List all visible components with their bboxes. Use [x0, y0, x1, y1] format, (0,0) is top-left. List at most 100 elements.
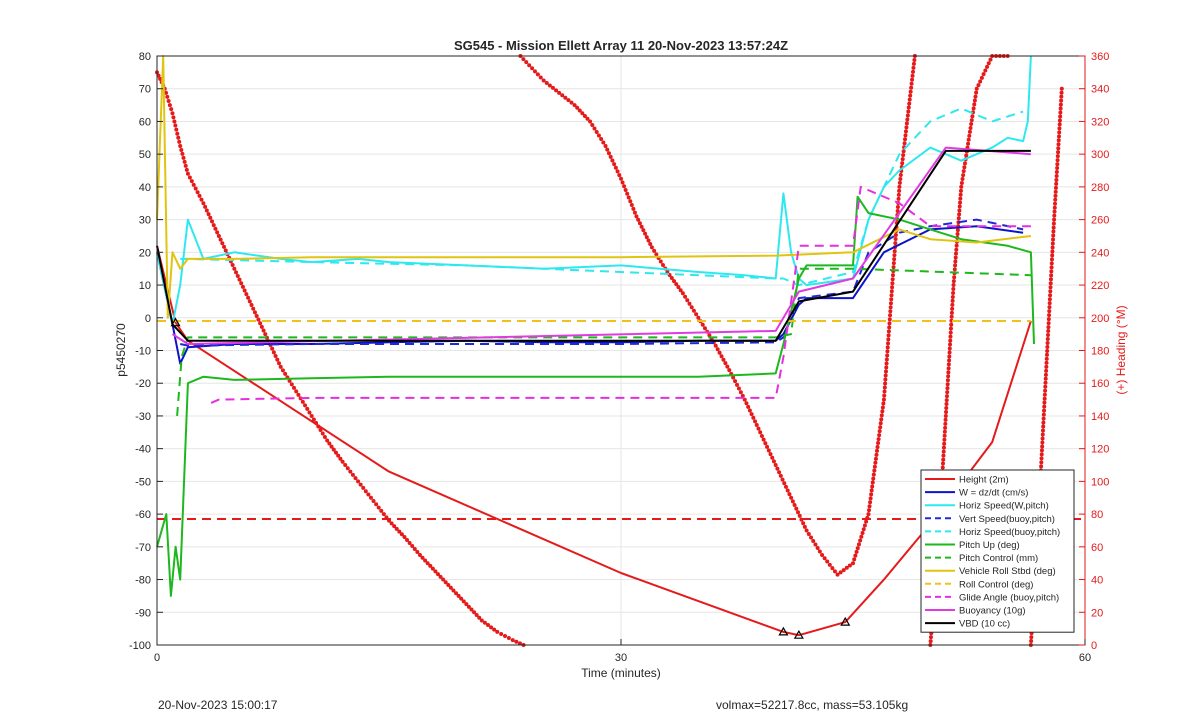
heading-point [943, 417, 948, 422]
heading-point [1047, 297, 1052, 302]
heading-point [381, 512, 386, 517]
heading-point [901, 149, 906, 154]
heading-point [822, 556, 827, 561]
heading-point [886, 333, 891, 338]
heading-point [958, 196, 963, 201]
heading-point [832, 569, 837, 574]
heading-point [1047, 305, 1052, 310]
heading-point [895, 204, 900, 209]
heading-point [783, 484, 788, 489]
heading-point [903, 133, 908, 138]
heading-point [596, 133, 601, 138]
y-tick-label-right: 80 [1091, 509, 1103, 521]
heading-point [901, 153, 906, 158]
legend-label: Roll Control (deg) [959, 579, 1033, 590]
heading-point [928, 635, 933, 640]
heading-point [1052, 217, 1057, 222]
heading-point [1049, 261, 1054, 266]
heading-point [296, 392, 301, 397]
y-axis-label-left: p5450270 [114, 323, 128, 377]
heading-point [885, 353, 890, 358]
heading-point [329, 444, 334, 449]
heading-point [1059, 98, 1064, 103]
heading-point [680, 291, 685, 296]
heading-point [910, 69, 915, 74]
heading-point [943, 413, 948, 418]
heading-point [216, 233, 221, 238]
heading-point [320, 431, 325, 436]
series-line-3 [179, 218, 1024, 347]
y-tick-label-left: -50 [135, 476, 151, 488]
heading-point [905, 117, 910, 122]
heading-point [331, 447, 336, 452]
heading-point [861, 527, 866, 532]
heading-point [461, 599, 466, 604]
heading-point [872, 464, 877, 469]
heading-point [1051, 237, 1056, 242]
triangle-marker [840, 616, 851, 626]
heading-point [696, 315, 701, 320]
heading-point [261, 328, 266, 333]
x-tick-label: 30 [615, 652, 627, 664]
heading-point [278, 364, 283, 369]
heading-point [1041, 416, 1046, 421]
heading-point [871, 476, 876, 481]
heading-point [678, 288, 683, 293]
y-ticks-left: -100-90-80-70-60-50-40-30-20-10010203040… [129, 51, 163, 652]
heading-point [464, 602, 469, 607]
heading-point [1044, 356, 1049, 361]
heading-point [1046, 329, 1051, 334]
heading-point [371, 499, 376, 504]
heading-point [954, 251, 959, 256]
heading-point [628, 199, 633, 204]
heading-point [1043, 376, 1048, 381]
heading-point [775, 466, 780, 471]
heading-point [517, 641, 522, 646]
heading-point [524, 60, 529, 65]
heading-point [1046, 325, 1051, 330]
heading-point [585, 116, 590, 121]
heading-point [895, 208, 900, 213]
heading-point [575, 105, 580, 110]
heading-point [527, 63, 532, 68]
heading-point [986, 61, 991, 66]
heading-point [1043, 372, 1048, 377]
heading-point [1045, 348, 1050, 353]
heading-point [634, 214, 639, 219]
heading-point [865, 515, 870, 520]
heading-point [1053, 193, 1058, 198]
heading-point [867, 504, 872, 509]
series-line-2 [156, 55, 1032, 326]
heading-point [892, 253, 897, 258]
heading-point [1040, 428, 1045, 433]
heading-point [544, 80, 549, 85]
heading-point [962, 161, 967, 166]
heading-point [300, 399, 305, 404]
heading-point [903, 137, 908, 142]
heading-point [744, 401, 749, 406]
heading-point [639, 224, 644, 229]
heading-point [794, 506, 799, 511]
heading-point [900, 157, 905, 162]
heading-point [307, 410, 312, 415]
heading-point [259, 324, 264, 329]
legend-box [920, 469, 1075, 633]
heading-point [715, 347, 720, 352]
heading-point [612, 162, 617, 167]
heading-point [876, 437, 881, 442]
heading-point [166, 98, 171, 103]
heading-point [902, 141, 907, 146]
heading-point [885, 349, 890, 354]
heading-point [954, 243, 959, 248]
heading-point [1042, 404, 1047, 409]
heading-point [953, 255, 958, 260]
y-tick-label-right: 100 [1091, 476, 1109, 488]
heading-point [961, 169, 966, 174]
heading-point [880, 405, 885, 410]
series-lines [156, 55, 1035, 637]
heading-point [957, 212, 962, 217]
heading-point [674, 282, 679, 287]
heading-point [1042, 392, 1047, 397]
heading-point [1058, 106, 1063, 111]
heading-point [942, 437, 947, 442]
